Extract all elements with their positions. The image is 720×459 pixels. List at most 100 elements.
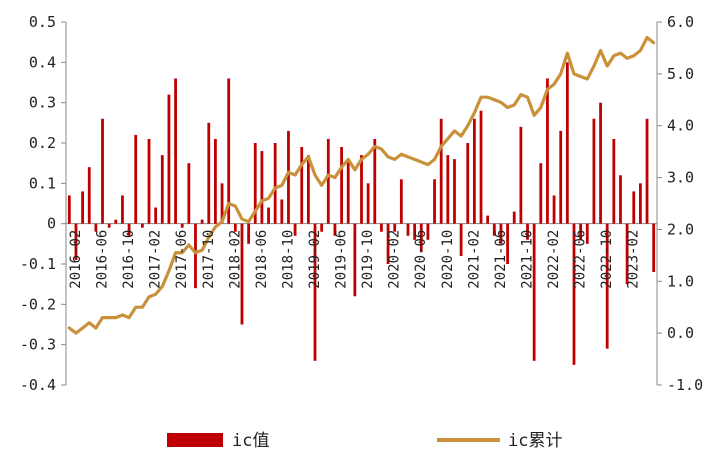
bar-2019-08 xyxy=(353,223,357,297)
x-tick-label: 2018-10 xyxy=(280,230,296,289)
bar-2019-02 xyxy=(313,223,317,361)
x-tick-label: 2021-10 xyxy=(520,230,536,289)
x-tick-label: 2019-10 xyxy=(360,230,376,289)
bar-2020-03 xyxy=(399,179,403,224)
bar-2021-09 xyxy=(519,126,523,224)
bar-2021-05 xyxy=(492,223,496,236)
bar-2020-08 xyxy=(433,179,436,224)
y-right-tick-label: 6.0 xyxy=(667,13,694,31)
y-left-tick-label: -0.4 xyxy=(20,376,56,394)
bar-2019-07 xyxy=(346,159,350,224)
x-tick-label: 2019-06 xyxy=(334,230,350,289)
y-right-tick-label: 0.0 xyxy=(667,324,694,342)
bar-2017-08 xyxy=(194,223,197,289)
x-tick-label: 2016-02 xyxy=(68,230,84,289)
bar-2019-12 xyxy=(380,223,383,232)
bar-2019-09 xyxy=(360,155,363,224)
bar-2019-03 xyxy=(320,223,324,232)
bar-2017-10 xyxy=(207,122,211,224)
bar-2020-10 xyxy=(446,155,450,224)
bar-2016-12 xyxy=(140,223,144,228)
bar-2016-05 xyxy=(94,223,98,232)
x-tick-labels: 2016-02 2016-06 2016-10 2017-02 2017-06 2017-… xyxy=(68,230,642,289)
bar-2021-11 xyxy=(532,223,536,361)
bar-2021-04 xyxy=(486,215,490,224)
y-right-tick-label: 3.0 xyxy=(667,169,694,187)
bar-series xyxy=(67,62,656,365)
bar-2017-01 xyxy=(147,138,151,224)
x-tick-label: 2018-06 xyxy=(254,230,270,289)
bar-2020-06 xyxy=(419,223,423,252)
x-tick-label: 2020-10 xyxy=(440,230,456,289)
bar-2022-12 xyxy=(619,175,622,224)
y-left-tick-label: 0.1 xyxy=(29,174,56,192)
x-tick-label: 2017-10 xyxy=(201,230,217,289)
bar-2016-08 xyxy=(114,219,118,224)
bar-2019-11 xyxy=(373,138,377,224)
x-tick-label: 2020-06 xyxy=(413,230,429,289)
bar-2018-09 xyxy=(280,199,284,224)
x-tick-label: 2022-10 xyxy=(599,230,615,289)
axes: 0.5 0.4 0.3 0.2 0.1 0 -0.1 -0.2 -0.3 -0.4 6.0 5.0 4.… xyxy=(20,13,703,394)
y-right-tick-label: 2.0 xyxy=(667,220,694,238)
x-tick-label: 2017-06 xyxy=(174,230,190,289)
bar-2016-06 xyxy=(101,118,104,224)
bar-2020-09 xyxy=(439,118,443,224)
x-tick-label: 2019-02 xyxy=(307,230,323,289)
bar-2019-04 xyxy=(326,138,330,224)
y-right-tick-label: -1.0 xyxy=(667,376,703,394)
bar-2017-12 xyxy=(220,183,224,224)
x-tick-label: 2021-06 xyxy=(493,230,509,289)
bar-2018-11 xyxy=(293,223,297,236)
x-tick-label: 2022-06 xyxy=(573,230,589,289)
bar-2017-02 xyxy=(154,207,158,224)
y-left-tick-label: 0.2 xyxy=(29,134,56,152)
bar-2020-05 xyxy=(413,223,417,240)
bar-2016-07 xyxy=(107,223,111,228)
legend-label-line: ic累计 xyxy=(508,431,562,451)
legend-label-bar: ic值 xyxy=(232,431,269,451)
bar-2017-04 xyxy=(167,94,171,224)
bar-2017-11 xyxy=(214,138,217,224)
bar-2023-01 xyxy=(625,223,629,285)
bar-2018-03 xyxy=(240,223,244,325)
y-right-tick-label: 1.0 xyxy=(667,272,694,290)
bar-2018-12 xyxy=(300,147,304,224)
y-right-tick-label: 5.0 xyxy=(667,65,694,83)
bar-2018-05 xyxy=(253,143,257,224)
line-series xyxy=(67,35,656,335)
bar-2020-12 xyxy=(459,223,463,256)
x-tick-label: 2023-02 xyxy=(626,230,642,289)
bar-2018-04 xyxy=(247,223,251,244)
x-tick-label: 2017-02 xyxy=(148,230,164,289)
bar-2016-02 xyxy=(74,223,78,260)
x-tick-label: 2021-02 xyxy=(466,230,482,289)
bar-2020-11 xyxy=(453,159,456,224)
x-tick-label: 2016-06 xyxy=(95,230,111,289)
bar-2022-11 xyxy=(612,138,616,224)
bar-2022-03 xyxy=(559,130,563,224)
y-left-tick-label: 0 xyxy=(47,215,56,233)
bar-2022-07 xyxy=(585,223,589,244)
bar-2022-09 xyxy=(599,102,602,224)
bar-2020-01 xyxy=(386,223,390,264)
x-tick-label: 2018-02 xyxy=(227,230,243,289)
bar-2021-08 xyxy=(512,211,516,224)
legend: ic值 ic累计 xyxy=(167,431,562,451)
bar-2022-05 xyxy=(572,223,576,365)
y-right-tick-label: 4.0 xyxy=(667,117,694,135)
y-left-tick-label: -0.1 xyxy=(20,255,56,273)
bar-2020-04 xyxy=(406,223,410,236)
x-tick-label: 2020-02 xyxy=(387,230,403,289)
bar-2016-03 xyxy=(81,191,84,224)
bar-2020-07 xyxy=(426,223,430,240)
y-left-tick-label: -0.2 xyxy=(20,295,56,313)
bar-2019-05 xyxy=(333,223,337,236)
bar-2023-05 xyxy=(652,223,656,273)
bar-2016-11 xyxy=(134,134,138,224)
line-ic-cumulative xyxy=(67,35,656,335)
bar-2022-08 xyxy=(592,118,596,224)
bar-2017-03 xyxy=(160,155,164,224)
bar-2018-08 xyxy=(273,143,277,224)
bar-2021-01 xyxy=(466,143,470,224)
